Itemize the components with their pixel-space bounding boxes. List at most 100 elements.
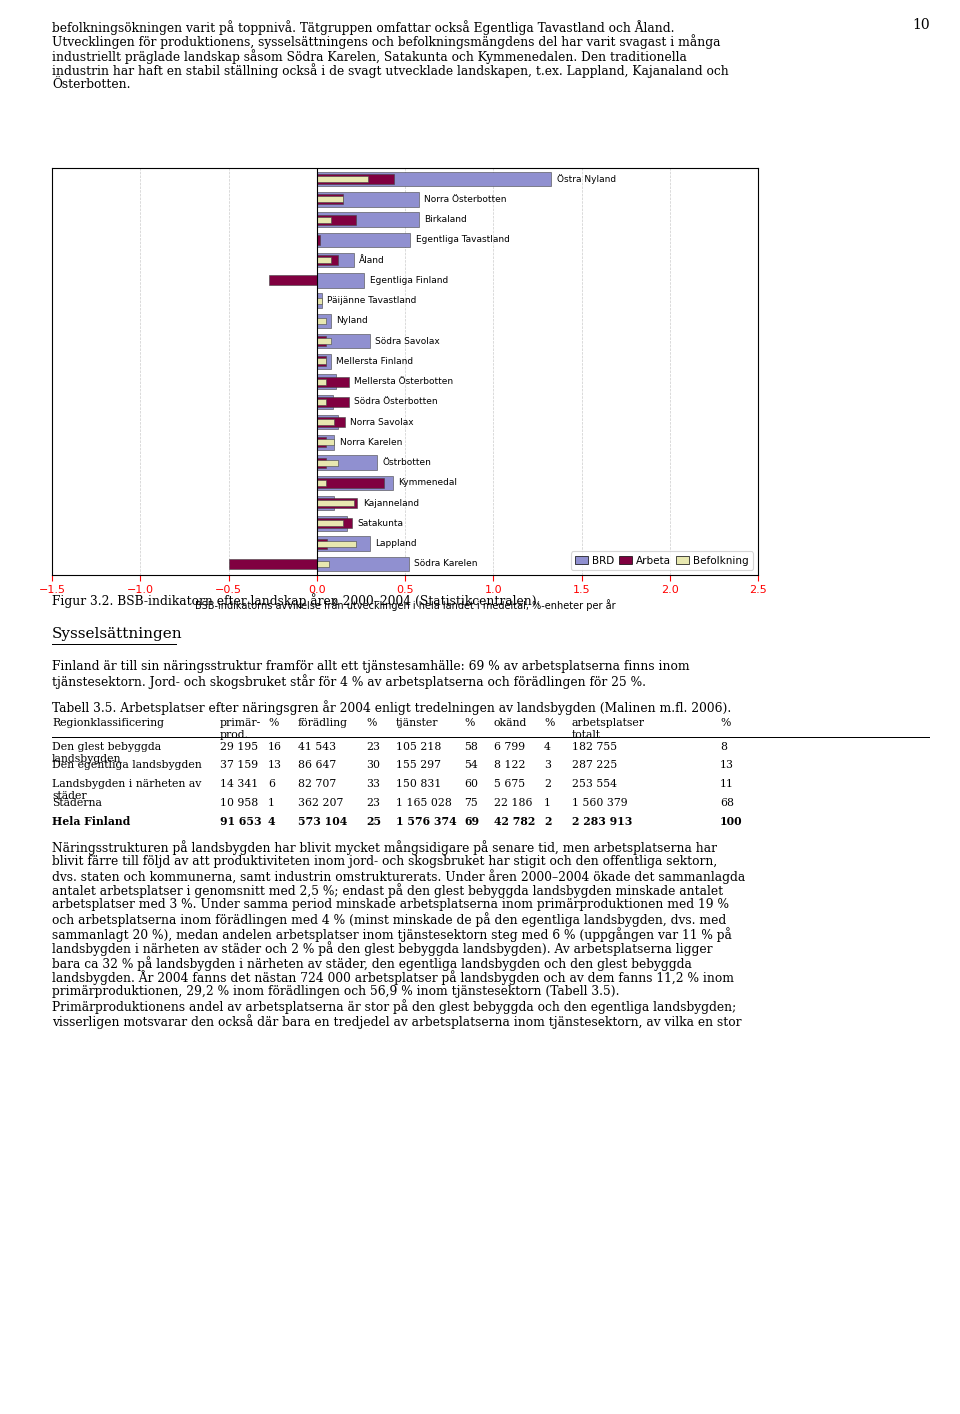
Bar	[317, 177, 368, 182]
Bar	[317, 540, 355, 547]
Text: prod.: prod.	[220, 730, 249, 740]
Bar	[317, 192, 420, 206]
Bar	[317, 520, 344, 526]
Text: Lappland: Lappland	[375, 539, 417, 549]
Text: 287 225: 287 225	[572, 761, 617, 771]
Text: %: %	[268, 718, 278, 728]
Bar	[317, 440, 334, 445]
Bar	[317, 519, 352, 529]
Bar	[317, 334, 370, 348]
Bar	[317, 358, 325, 365]
Bar	[317, 174, 395, 184]
Text: 75: 75	[464, 797, 478, 807]
Bar	[317, 212, 420, 226]
Text: 30: 30	[366, 761, 380, 771]
Text: Mellersta Finland: Mellersta Finland	[336, 356, 414, 366]
Text: 4: 4	[544, 742, 551, 752]
Text: 82 707: 82 707	[298, 779, 336, 789]
Text: städer: städer	[52, 790, 86, 800]
Bar	[317, 539, 327, 549]
Bar	[317, 273, 365, 287]
Bar	[317, 338, 331, 344]
Legend: BRD, Arbeta, Befolkning: BRD, Arbeta, Befolkning	[571, 551, 753, 570]
Text: 150 831: 150 831	[396, 779, 442, 789]
Bar	[317, 475, 393, 491]
Text: 60: 60	[464, 779, 478, 789]
Text: Kymmenedal: Kymmenedal	[398, 478, 457, 488]
Text: Norra Savolax: Norra Savolax	[350, 417, 414, 427]
Bar	[317, 417, 345, 427]
Text: Östra Nyland: Östra Nyland	[557, 174, 616, 184]
X-axis label: BSB-indikatorns avvikelse från utvecklingen i hela landet i medeltal, %-enheter : BSB-indikatorns avvikelse från utvecklin…	[195, 600, 615, 611]
Text: Hela Finland: Hela Finland	[52, 816, 131, 827]
Text: Kajanneland: Kajanneland	[363, 499, 419, 508]
Text: arbetsplatser med 3 %. Under samma period minskade arbetsplatserna inom primärpr: arbetsplatser med 3 %. Under samma perio…	[52, 898, 729, 911]
Text: 69: 69	[464, 816, 479, 827]
Text: Satakunta: Satakunta	[357, 519, 403, 527]
Text: Sysselsättningen: Sysselsättningen	[52, 626, 182, 641]
Bar	[317, 419, 334, 426]
Text: Mellersta Österbotten: Mellersta Österbotten	[354, 378, 453, 386]
Text: 10: 10	[912, 18, 930, 33]
Text: 29 195: 29 195	[220, 742, 258, 752]
Text: Norra Österbotten: Norra Österbotten	[424, 195, 507, 204]
Text: 13: 13	[720, 761, 734, 771]
Bar	[317, 379, 325, 385]
Text: Den glest bebyggda: Den glest bebyggda	[52, 742, 161, 752]
Text: 155 297: 155 297	[396, 761, 441, 771]
Bar	[317, 216, 331, 222]
Bar	[317, 516, 347, 530]
Text: Landsbygden i närheten av: Landsbygden i närheten av	[52, 779, 202, 789]
Text: 2 283 913: 2 283 913	[572, 816, 633, 827]
Bar	[317, 458, 325, 468]
Bar	[317, 437, 325, 447]
Bar	[317, 561, 329, 567]
Bar	[317, 395, 332, 409]
Text: Birkaland: Birkaland	[424, 215, 468, 225]
Text: Södra Savolax: Södra Savolax	[375, 337, 440, 345]
Bar	[317, 376, 348, 386]
Text: 25: 25	[366, 816, 381, 827]
Text: 4: 4	[268, 816, 276, 827]
Text: 362 207: 362 207	[298, 797, 344, 807]
Text: och arbetsplatserna inom förädlingen med 4 % (minst minskade de på den egentliga: och arbetsplatserna inom förädlingen med…	[52, 912, 727, 928]
Text: Egentliga Tavastland: Egentliga Tavastland	[416, 235, 510, 245]
Text: 2: 2	[544, 816, 551, 827]
Text: 54: 54	[464, 761, 478, 771]
Bar	[317, 501, 354, 506]
Text: 58: 58	[464, 742, 478, 752]
Text: sammanlagt 20 %), medan andelen arbetsplatser inom tjänstesektorn steg med 6 % (: sammanlagt 20 %), medan andelen arbetspl…	[52, 928, 732, 942]
Text: okänd: okänd	[494, 718, 527, 728]
Text: Städerna: Städerna	[52, 797, 102, 807]
Text: 1 560 379: 1 560 379	[572, 797, 628, 807]
Text: Åland: Åland	[359, 256, 385, 264]
Text: 8: 8	[720, 742, 727, 752]
Text: %: %	[720, 718, 731, 728]
Text: 1: 1	[544, 797, 551, 807]
Text: 13: 13	[268, 761, 282, 771]
Bar	[317, 460, 338, 465]
Text: Norra Karelen: Norra Karelen	[340, 438, 402, 447]
Text: 22 186: 22 186	[494, 797, 533, 807]
Text: primär-: primär-	[220, 718, 261, 728]
Bar	[317, 318, 325, 324]
Text: industriellt präglade landskap såsom Södra Karelen, Satakunta och Kymmenedalen. : industriellt präglade landskap såsom Söd…	[52, 49, 686, 64]
Bar	[228, 559, 317, 568]
Bar	[317, 414, 338, 430]
Text: Finland är till sin näringsstruktur framför allt ett tjänstesamhälle: 69 % av ar: Finland är till sin näringsstruktur fram…	[52, 660, 689, 673]
Text: %: %	[544, 718, 554, 728]
Text: 3: 3	[544, 761, 551, 771]
Text: 6: 6	[268, 779, 275, 789]
Text: Päijänne Tavastland: Päijänne Tavastland	[327, 296, 417, 305]
Bar	[317, 478, 384, 488]
Text: 42 782: 42 782	[494, 816, 536, 827]
Text: 573 104: 573 104	[298, 816, 348, 827]
Text: Östrbotten: Östrbotten	[382, 458, 431, 467]
Bar	[317, 337, 325, 346]
Bar	[317, 215, 355, 225]
Bar	[317, 455, 376, 469]
Text: 14 341: 14 341	[220, 779, 258, 789]
Text: Regionklassificering: Regionklassificering	[52, 718, 164, 728]
Text: 1 576 374: 1 576 374	[396, 816, 457, 827]
Text: 253 554: 253 554	[572, 779, 617, 789]
